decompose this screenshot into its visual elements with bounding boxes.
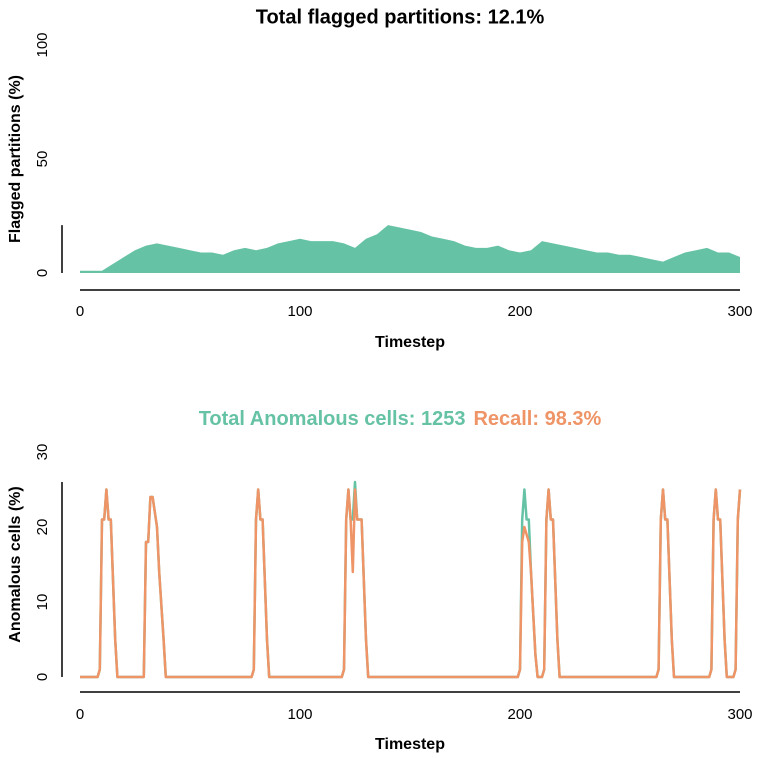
x-tick-label: 200 [507,706,532,723]
area [80,225,740,273]
y-tick-label: 20 [34,519,51,536]
x-tick-label: 200 [507,303,532,320]
x-axis-title: Timestep [375,736,445,753]
chart-title: Total Anomalous cells: 1253 Recall: 98.3% [199,408,602,430]
y-tick-label: 50 [34,151,51,168]
x-tick-label: 300 [727,303,752,320]
y-tick-label: 0 [34,269,51,277]
title-part: Recall: 98.3% [473,408,601,430]
x-tick-label: 0 [76,303,84,320]
line [80,488,742,679]
y-axis-title: Anomalous cells (%) [7,486,24,642]
y-tick-label: 30 [34,444,51,461]
y-axis-title: Flagged partitions (%) [7,75,24,243]
x-tick-label: 100 [287,706,312,723]
chart-title: Total flagged partitions: 12.1% [256,6,545,28]
x-axis-title: Timestep [375,334,445,351]
x-tick-label: 100 [287,303,312,320]
x-tick-label: 300 [727,706,752,723]
y-tick-label: 10 [34,594,51,611]
y-tick-label: 0 [34,673,51,681]
title-part: Total Anomalous cells: 1253 [199,408,466,430]
y-tick-label: 100 [34,32,51,57]
line [80,480,742,679]
x-tick-label: 0 [76,706,84,723]
